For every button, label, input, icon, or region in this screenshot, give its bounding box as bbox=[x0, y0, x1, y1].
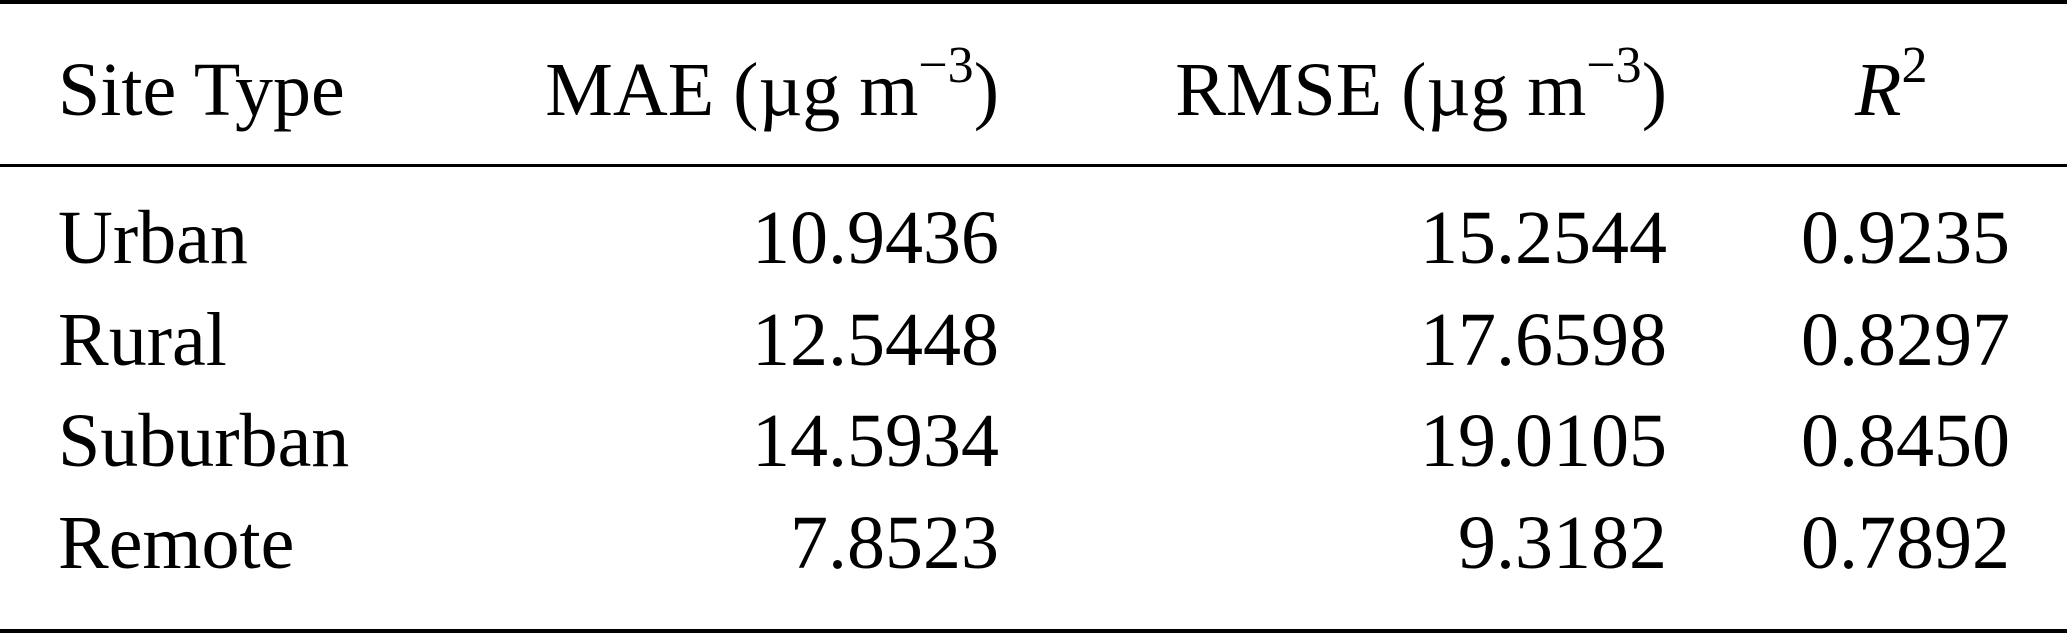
bottom-rule bbox=[0, 629, 2067, 633]
header-mae: MAE (µg m−3) bbox=[545, 40, 999, 129]
row-rmse: 17.6598 bbox=[1420, 298, 1667, 382]
header-rmse-label: RMSE (µg m bbox=[1175, 48, 1587, 132]
row-rmse: 9.3182 bbox=[1458, 501, 1667, 585]
header-site-type: Site Type bbox=[58, 48, 345, 132]
header-mae-close: ) bbox=[973, 48, 999, 132]
header-mae-label: MAE (µg m bbox=[545, 48, 919, 132]
row-r2: 0.9235 bbox=[1801, 196, 2010, 280]
header-r2-exponent: 2 bbox=[1901, 37, 1928, 94]
row-mae: 10.9436 bbox=[752, 196, 999, 280]
row-r2: 0.8450 bbox=[1801, 399, 2010, 483]
header-rmse: RMSE (µg m−3) bbox=[1175, 40, 1667, 129]
header-r2-base: R bbox=[1855, 48, 1902, 132]
row-site: Remote bbox=[58, 501, 295, 585]
header-mae-exponent: −3 bbox=[918, 37, 974, 94]
row-mae: 12.5448 bbox=[752, 298, 999, 382]
header-rmse-exponent: −3 bbox=[1586, 37, 1642, 94]
top-rule bbox=[0, 0, 2067, 4]
row-site: Urban bbox=[58, 196, 248, 280]
row-mae: 7.8523 bbox=[790, 501, 999, 585]
header-rmse-close: ) bbox=[1641, 48, 1667, 132]
row-mae: 14.5934 bbox=[752, 399, 999, 483]
row-site: Suburban bbox=[58, 399, 350, 483]
row-rmse: 19.0105 bbox=[1420, 399, 1667, 483]
header-rule bbox=[0, 164, 2067, 167]
row-rmse: 15.2544 bbox=[1420, 196, 1667, 280]
row-site: Rural bbox=[58, 298, 227, 382]
row-r2: 0.8297 bbox=[1801, 298, 2010, 382]
row-r2: 0.7892 bbox=[1801, 501, 2010, 585]
header-r2: R2 bbox=[1855, 40, 1927, 129]
